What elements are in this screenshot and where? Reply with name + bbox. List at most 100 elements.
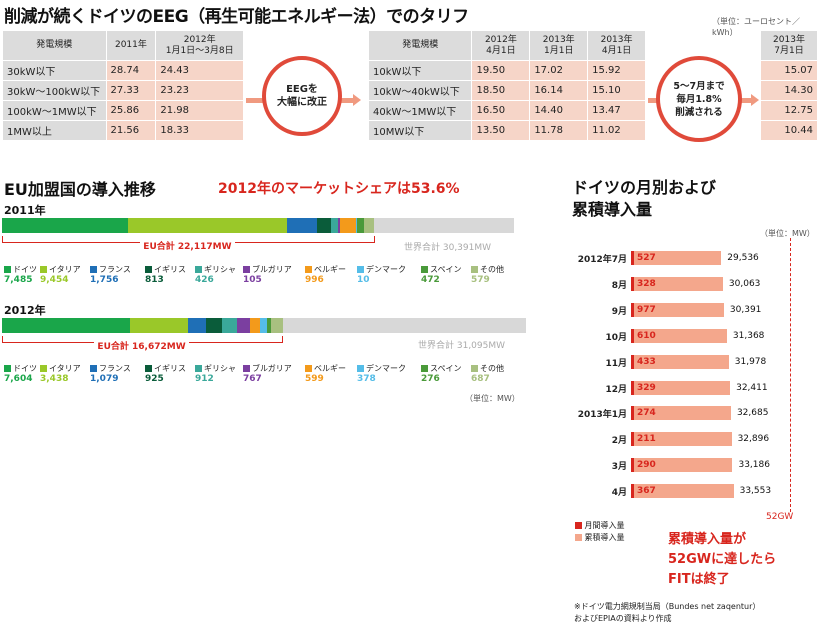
monthly-value: 274 [637, 408, 656, 419]
legend-swatch [145, 365, 152, 372]
monthly-value: 433 [637, 356, 656, 367]
month-label: 2012年7月 [577, 255, 627, 265]
table-row: 10MW以下 13.50 11.78 11.02 [367, 120, 646, 141]
monthly-cut-badge: 5～7月まで 毎月1.8% 削減される [656, 56, 742, 142]
page-title: 削減が続くドイツのEEG（再生可能エネルギー法）でのタリフ [4, 7, 469, 27]
tariff-value: 19.50 [471, 60, 531, 81]
size-label: 30kW～100kW以下 [2, 80, 107, 101]
size-label: 10kW～40kW以下 [367, 80, 473, 101]
legend-value: 9,454 [40, 275, 69, 285]
tariff-table-old: 発電規模 2011年 2012年 1月1日～3月8日 30kW以下 28.74 … [2, 30, 244, 141]
legend-label: ベルギー [314, 364, 346, 373]
monthly-bar [631, 328, 634, 343]
tariff-value: 16.14 [529, 80, 589, 101]
legend-label: 累積導入量 [584, 533, 625, 542]
monthly-bar [631, 251, 634, 265]
tariff-value: 17.02 [529, 60, 589, 81]
source-note-2: およびEPIAの資料より作成 [574, 614, 672, 623]
eu-unit: （単位：MW） [465, 394, 520, 403]
bar-segment-france [188, 318, 207, 333]
monthly-bar [631, 484, 634, 499]
bar-segment-italy [130, 318, 188, 333]
bar-segment-greece [221, 318, 238, 333]
tariff-value: 27.33 [105, 80, 157, 101]
cumulative-bar: 977 [631, 302, 724, 317]
fit-end-note-1: 累積導入量が [668, 532, 747, 547]
cumulative-bar: 211 [631, 432, 732, 447]
cumulative-value: 31,368 [732, 330, 765, 341]
legend-value: 599 [305, 374, 324, 384]
tariff-value: 25.86 [105, 100, 157, 121]
eu-market-share: 2012年のマーケットシェアは53.6% [218, 181, 460, 197]
monthly-bar [631, 276, 634, 291]
legend-item-other: その他 687 [471, 364, 504, 384]
eu-year-label: 2011年 [4, 204, 46, 217]
legend-label: ギリシャ [204, 364, 236, 373]
eu-total-label: EU合計 16,672MW [94, 339, 189, 352]
legend-value: 10 [357, 275, 370, 285]
legend-item-denmark: デンマーク 10 [357, 265, 406, 285]
legend-value: 813 [145, 275, 164, 285]
bar-segment-belgium [250, 318, 261, 333]
monthly-bar [631, 406, 634, 421]
monthly-title-2: 累積導入量 [572, 200, 653, 219]
legend-value: 1,756 [90, 275, 119, 285]
monthly-bar [631, 458, 634, 473]
legend-value: 579 [471, 275, 490, 285]
tariff-value: 14.40 [529, 100, 589, 121]
legend-value: 426 [195, 275, 214, 285]
legend-item-belgium: ベルギー 996 [305, 265, 346, 285]
table-row: 30kW～100kW以下 27.33 23.23 [2, 80, 244, 101]
legend-label: デンマーク [366, 265, 406, 274]
cumulative-bar: 328 [631, 276, 723, 291]
legend-label: スペイン [430, 364, 462, 373]
tariff-value: 21.98 [155, 100, 244, 121]
fit-end-note-3: FITは終了 [668, 572, 730, 587]
legend-swatch [195, 266, 202, 273]
tariff-value: 11.78 [529, 120, 589, 141]
eu-stacked-bar [2, 218, 514, 233]
legend-label: フランス [99, 265, 131, 274]
tariff-value: 15.10 [587, 80, 646, 101]
table-row: 15.07 [760, 60, 818, 81]
size-label: 1MW以上 [2, 120, 107, 141]
bar-segment-france [287, 218, 317, 233]
eeg-revision-badge: EEGを 大幅に改正 [262, 56, 342, 136]
legend-swatch [40, 266, 47, 273]
legend-swatch [145, 266, 152, 273]
legend-label: イタリア [49, 364, 81, 373]
tariff-value: 13.47 [587, 100, 646, 121]
legend-label: ベルギー [314, 265, 346, 274]
legend-item-germany: ドイツ 7,485 [4, 265, 37, 285]
cumulative-bar: 329 [631, 380, 731, 395]
tariff-value: 16.50 [471, 100, 531, 121]
legend-value: 472 [421, 275, 440, 285]
bar-segment-uk [206, 318, 222, 333]
cumulative-value: 32,685 [736, 408, 769, 419]
cumulative-bar: 610 [631, 328, 727, 343]
cumulative-bar: 290 [631, 458, 733, 473]
monthly-value: 610 [637, 330, 656, 341]
bar-segment-belgium [339, 218, 357, 233]
cumulative-bar: 527 [631, 251, 722, 265]
legend-swatch [195, 365, 202, 372]
bar-segment-germany [2, 218, 129, 233]
legend-item-belgium: ベルギー 599 [305, 364, 346, 384]
table-row: 100kW～1MW以下 25.86 21.98 [2, 100, 244, 121]
monthly-value: 328 [637, 278, 656, 289]
legend-value: 7,485 [4, 275, 33, 285]
world-total-label: 世界合計 30,391MW [404, 243, 492, 253]
month-label: 2013年1月 [577, 410, 627, 421]
legend-item-spain: スペイン 472 [421, 265, 461, 285]
legend-swatch [243, 365, 250, 372]
cumulative-value: 30,391 [729, 304, 762, 315]
legend-swatch [575, 522, 582, 529]
legend-label: ドイツ [13, 265, 37, 274]
col-header: 発電規模 [2, 30, 107, 61]
legend-item-greece: ギリシャ 426 [195, 265, 236, 285]
source-note-1: ※ドイツ電力網規制当局（Bundes net zaqentur） [574, 602, 761, 611]
legend-item-bulgaria: ブルガリア 105 [243, 265, 292, 285]
tariff-value: 18.50 [471, 80, 531, 101]
bar-segment-spain [356, 218, 365, 233]
bar-segment-bulgaria [337, 218, 340, 233]
